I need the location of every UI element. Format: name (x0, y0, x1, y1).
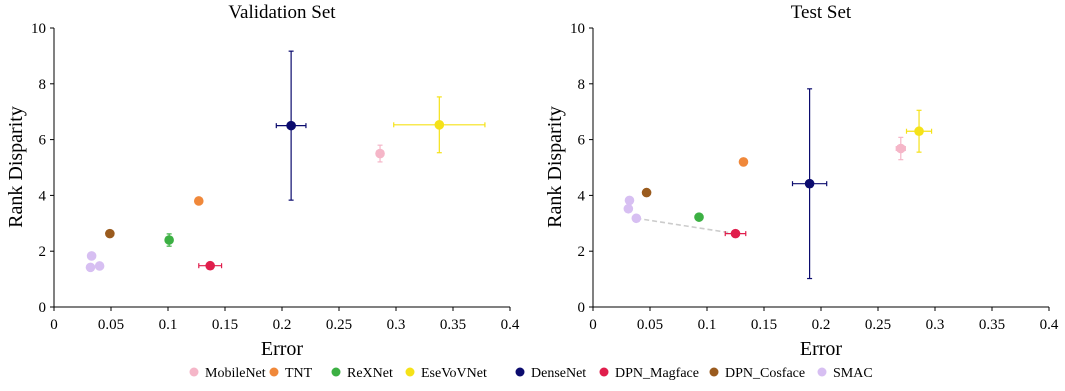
x-tick-label: 0.3 (387, 317, 406, 333)
x-tick-label: 0 (589, 317, 597, 333)
rexnet-point (164, 235, 174, 245)
x-tick-label: 0.1 (159, 317, 178, 333)
legend-item: EseVoVNet (405, 366, 487, 381)
test-title: Test Set (791, 2, 852, 23)
legend-item: MobileNet (189, 366, 266, 381)
legend-swatch (515, 367, 525, 377)
legend-label: DPN_Magface (615, 366, 699, 381)
legend-label: TNT (285, 366, 313, 381)
test-y-label: Rank Disparity (544, 106, 566, 228)
smac-point (85, 262, 96, 273)
y-tick-label: 2 (578, 244, 586, 260)
y-tick-label: 0 (39, 300, 47, 316)
validation-title: Validation Set (228, 2, 336, 23)
y-tick-label: 10 (570, 21, 585, 37)
legend-swatch (405, 367, 415, 377)
y-tick-label: 8 (578, 77, 586, 93)
x-tick-label: 0.35 (979, 317, 1005, 333)
x-tick-label: 0.25 (326, 317, 352, 333)
x-tick-label: 0.05 (98, 317, 124, 333)
dpn-magface-point (730, 228, 741, 239)
smac-point (86, 251, 97, 261)
y-tick-label: 10 (31, 21, 46, 37)
legend-item: TNT (269, 366, 313, 381)
mobilenet-point (375, 148, 385, 159)
x-tick-label: 0.4 (501, 317, 520, 333)
x-tick-label: 0 (50, 317, 58, 333)
rexnet-point (694, 212, 704, 222)
legend-label: DenseNet (531, 366, 586, 381)
x-tick-label: 0.05 (637, 317, 663, 333)
legend-swatch (269, 367, 279, 377)
smac-point (94, 261, 105, 271)
legend-label: ReXNet (347, 366, 393, 381)
connector-line (636, 217, 736, 235)
legend-swatch (599, 367, 609, 377)
dpn-cosface-point (641, 187, 652, 198)
x-tick-label: 0.2 (812, 317, 831, 333)
x-tick-label: 0.4 (1040, 317, 1059, 333)
tnt-point (193, 196, 204, 206)
y-tick-label: 0 (578, 300, 586, 316)
legend-item: ReXNet (331, 366, 393, 381)
legend-swatch (709, 367, 719, 377)
legend-swatch (189, 367, 199, 377)
legend-item: SMAC (817, 366, 873, 381)
x-tick-label: 0.3 (926, 317, 945, 333)
densenet-point (804, 178, 815, 189)
test-panel: Test Set Error Rank Disparity 0 0.05 0.1 0.… (544, 2, 1059, 360)
legend-label: EseVoVNet (421, 366, 487, 381)
legend-label: DPN_Cosface (725, 366, 805, 381)
y-tick-label: 4 (578, 188, 586, 204)
x-tick-label: 0.15 (751, 317, 777, 333)
x-tick-label: 0.25 (865, 317, 891, 333)
smac-point (623, 203, 634, 214)
validation-x-label: Error (261, 338, 304, 360)
legend-swatch (331, 367, 341, 377)
tnt-point (738, 157, 749, 167)
legend-item: DenseNet (515, 366, 586, 381)
dpn-cosface-point (105, 228, 115, 239)
x-tick-label: 0.35 (440, 317, 466, 333)
y-tick-label: 6 (39, 133, 47, 149)
legend-label: MobileNet (205, 366, 266, 381)
validation-panel: Validation Set Error Rank Disparity 0 0.0… (5, 2, 520, 360)
esevovnet-point (914, 126, 924, 137)
smac-point (631, 213, 642, 224)
test-x-label: Error (800, 338, 843, 360)
legend-item: DPN_Magface (599, 366, 699, 381)
y-tick-label: 2 (39, 244, 47, 260)
y-tick-label: 4 (39, 188, 47, 204)
x-tick-label: 0.1 (698, 317, 717, 333)
dpn-magface-point (205, 260, 215, 271)
mobilenet-point (896, 143, 906, 154)
x-tick-label: 0.2 (273, 317, 292, 333)
smac-point (624, 195, 635, 206)
densenet-point (286, 120, 296, 131)
legend-label: SMAC (833, 366, 873, 381)
legend-item: DPN_Cosface (709, 366, 805, 381)
y-tick-label: 8 (39, 77, 47, 93)
x-tick-label: 0.15 (212, 317, 238, 333)
legend: MobileNet TNT ReXNet EseVoVNet DenseNet DPN_M… (189, 366, 873, 381)
validation-y-label: Rank Disparity (5, 106, 27, 228)
y-tick-label: 6 (578, 133, 586, 149)
legend-swatch (817, 367, 827, 377)
esevovnet-point (434, 120, 445, 130)
